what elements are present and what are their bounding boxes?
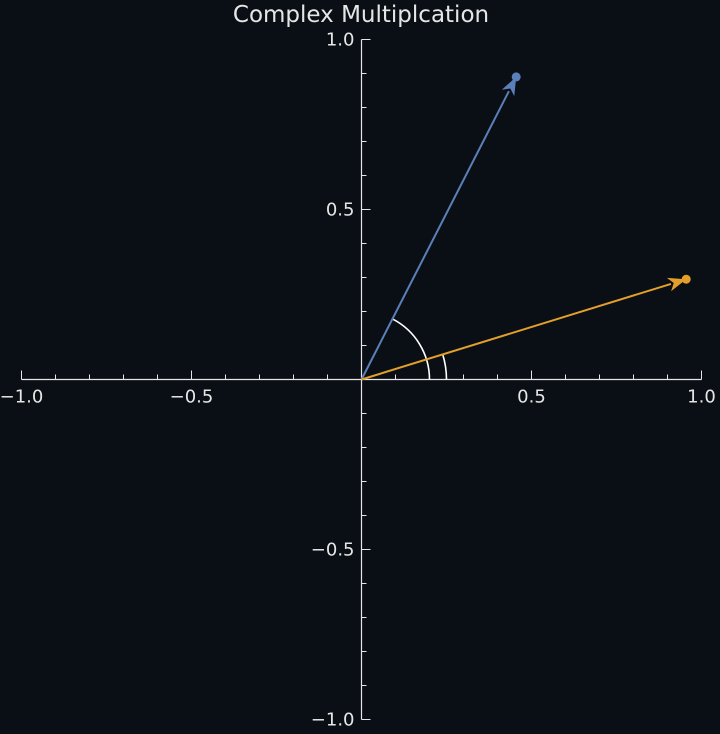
- y-tick-label: −0.5: [311, 540, 355, 561]
- vector-product-endpoint: [511, 72, 521, 82]
- chart-title: Complex Multiplcation: [233, 2, 489, 28]
- vectors: [360, 72, 691, 381]
- y-tick-label: −1.0: [311, 710, 355, 731]
- vector-product-arrowhead: [501, 76, 517, 97]
- vector-factor-endpoint: [681, 274, 691, 284]
- vector-factor-arrowhead: [666, 277, 687, 292]
- x-tick-label: −1.0: [0, 387, 43, 408]
- y-tick-label: 0.5: [326, 200, 355, 221]
- x-tick-label: −0.5: [170, 387, 214, 408]
- x-tick-label: 1.0: [687, 387, 716, 408]
- tick-labels: −1.0 −0.5 0.5 1.0 1.0 0.5 −0.5 −1.0: [0, 30, 716, 731]
- y-tick-label: 1.0: [326, 30, 355, 51]
- angle-arc: [441, 354, 448, 380]
- angle-arcs: [392, 318, 448, 380]
- angle-arc: [392, 318, 431, 380]
- vector-product-shaft: [360, 90, 510, 380]
- x-tick-label: 0.5: [517, 387, 546, 408]
- vector-factor-shaft: [361, 282, 672, 381]
